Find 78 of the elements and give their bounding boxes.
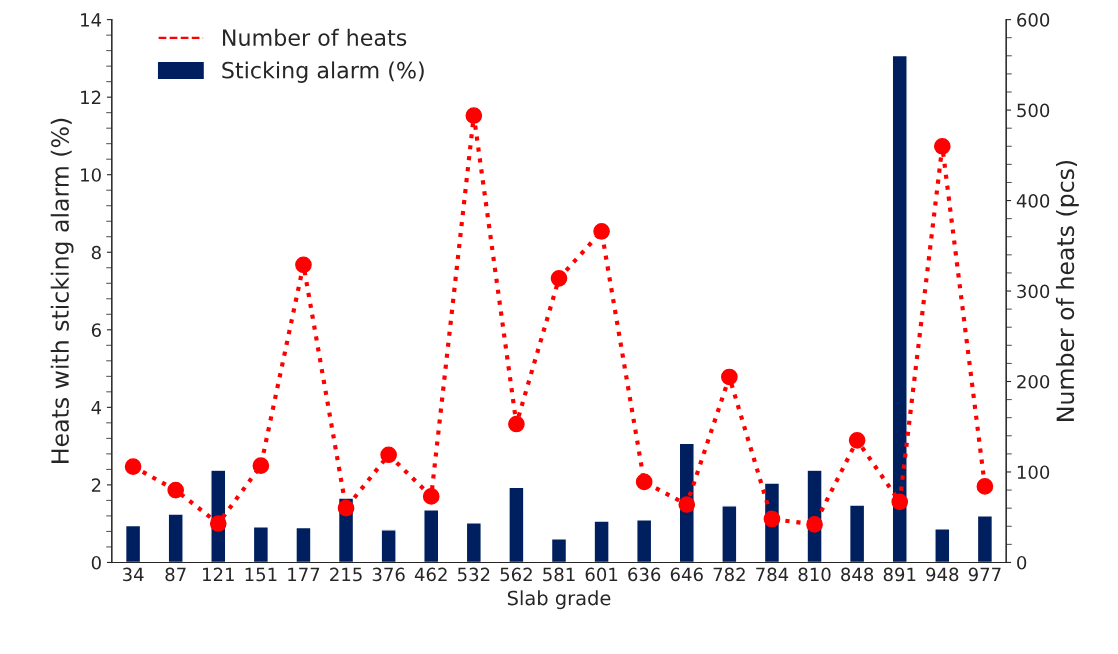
x-tick-label: 34 bbox=[122, 567, 144, 582]
x-tick-label: 977 bbox=[968, 567, 1001, 582]
bar bbox=[465, 522, 482, 563]
bar bbox=[721, 505, 738, 563]
point bbox=[933, 137, 951, 155]
bar bbox=[380, 529, 397, 563]
y-tick-label: 6 bbox=[91, 323, 101, 337]
bar bbox=[891, 54, 908, 563]
bar bbox=[295, 526, 312, 563]
point bbox=[550, 270, 568, 287]
point bbox=[337, 499, 355, 517]
point bbox=[508, 415, 525, 433]
y-tick-label: 0 bbox=[91, 555, 101, 570]
point bbox=[976, 478, 994, 495]
x-tick-label: 532 bbox=[457, 567, 490, 582]
x-tick-label: 601 bbox=[585, 567, 618, 582]
point bbox=[721, 368, 738, 386]
y-tick-label: 12 bbox=[81, 90, 101, 105]
y-tick-label: 8 bbox=[91, 245, 101, 260]
point bbox=[422, 488, 440, 505]
x-tick-label: 121 bbox=[203, 567, 234, 582]
x-tick-label: 784 bbox=[756, 567, 789, 582]
x-tick-label: 462 bbox=[414, 567, 447, 582]
point bbox=[124, 458, 142, 475]
bar bbox=[976, 515, 994, 563]
point bbox=[635, 473, 653, 491]
x-tick-label: 782 bbox=[713, 567, 745, 582]
legend-label: Sticking alarm (%) bbox=[222, 61, 424, 83]
y2-tick-label: 500 bbox=[1017, 103, 1050, 118]
x-tick-label: 636 bbox=[628, 567, 661, 582]
x-tick-label: 151 bbox=[245, 567, 277, 582]
point bbox=[252, 457, 270, 474]
legend-label: Number of heats bbox=[223, 28, 407, 46]
point bbox=[465, 107, 483, 124]
x-tick-label: 215 bbox=[330, 567, 362, 582]
x-tick-label: 376 bbox=[372, 567, 405, 582]
y-tick-label: 2 bbox=[91, 478, 101, 492]
x-tick-label: 848 bbox=[841, 567, 874, 582]
y2-tick-label: 100 bbox=[1017, 465, 1050, 480]
y2-tick-label: 400 bbox=[1016, 194, 1050, 208]
y-tick-label: 4 bbox=[91, 401, 102, 415]
bar bbox=[252, 526, 270, 563]
point bbox=[891, 493, 909, 511]
y-tick-label: 10 bbox=[81, 168, 101, 182]
y2-tick-label: 300 bbox=[1017, 284, 1050, 299]
y-axis-title: Heats with sticking alarm (%) bbox=[50, 118, 74, 463]
y2-axis-title: Number of heats (pcs) bbox=[1055, 160, 1079, 421]
x-tick-label: 646 bbox=[670, 567, 703, 582]
x-tick-label: 810 bbox=[798, 567, 831, 582]
x-tick-label: 177 bbox=[288, 567, 320, 582]
bar bbox=[593, 520, 610, 563]
y2-tick-label: 0 bbox=[1017, 555, 1027, 570]
point bbox=[806, 516, 823, 533]
point bbox=[209, 515, 227, 532]
bar bbox=[423, 509, 440, 563]
point bbox=[848, 431, 866, 449]
bar bbox=[508, 486, 525, 563]
x-axis-title: Slab grade bbox=[507, 590, 611, 610]
bar bbox=[550, 538, 568, 563]
bar bbox=[848, 504, 866, 563]
y2-tick-label: 200 bbox=[1017, 374, 1050, 389]
bar bbox=[124, 524, 142, 563]
bar bbox=[636, 519, 653, 563]
point bbox=[380, 446, 397, 464]
y-tick-label: 14 bbox=[81, 13, 102, 27]
point bbox=[593, 222, 610, 240]
point bbox=[763, 510, 781, 528]
x-tick-label: 891 bbox=[883, 567, 916, 582]
point bbox=[295, 256, 312, 274]
x-tick-label: 87 bbox=[165, 567, 186, 582]
y2-tick-label: 600 bbox=[1017, 13, 1050, 27]
x-tick-label: 581 bbox=[543, 567, 575, 582]
point bbox=[167, 481, 185, 499]
bar bbox=[934, 528, 951, 563]
x-tick-label: 562 bbox=[500, 567, 532, 582]
bar bbox=[167, 513, 184, 563]
point bbox=[678, 496, 696, 513]
x-tick-label: 948 bbox=[926, 567, 959, 582]
